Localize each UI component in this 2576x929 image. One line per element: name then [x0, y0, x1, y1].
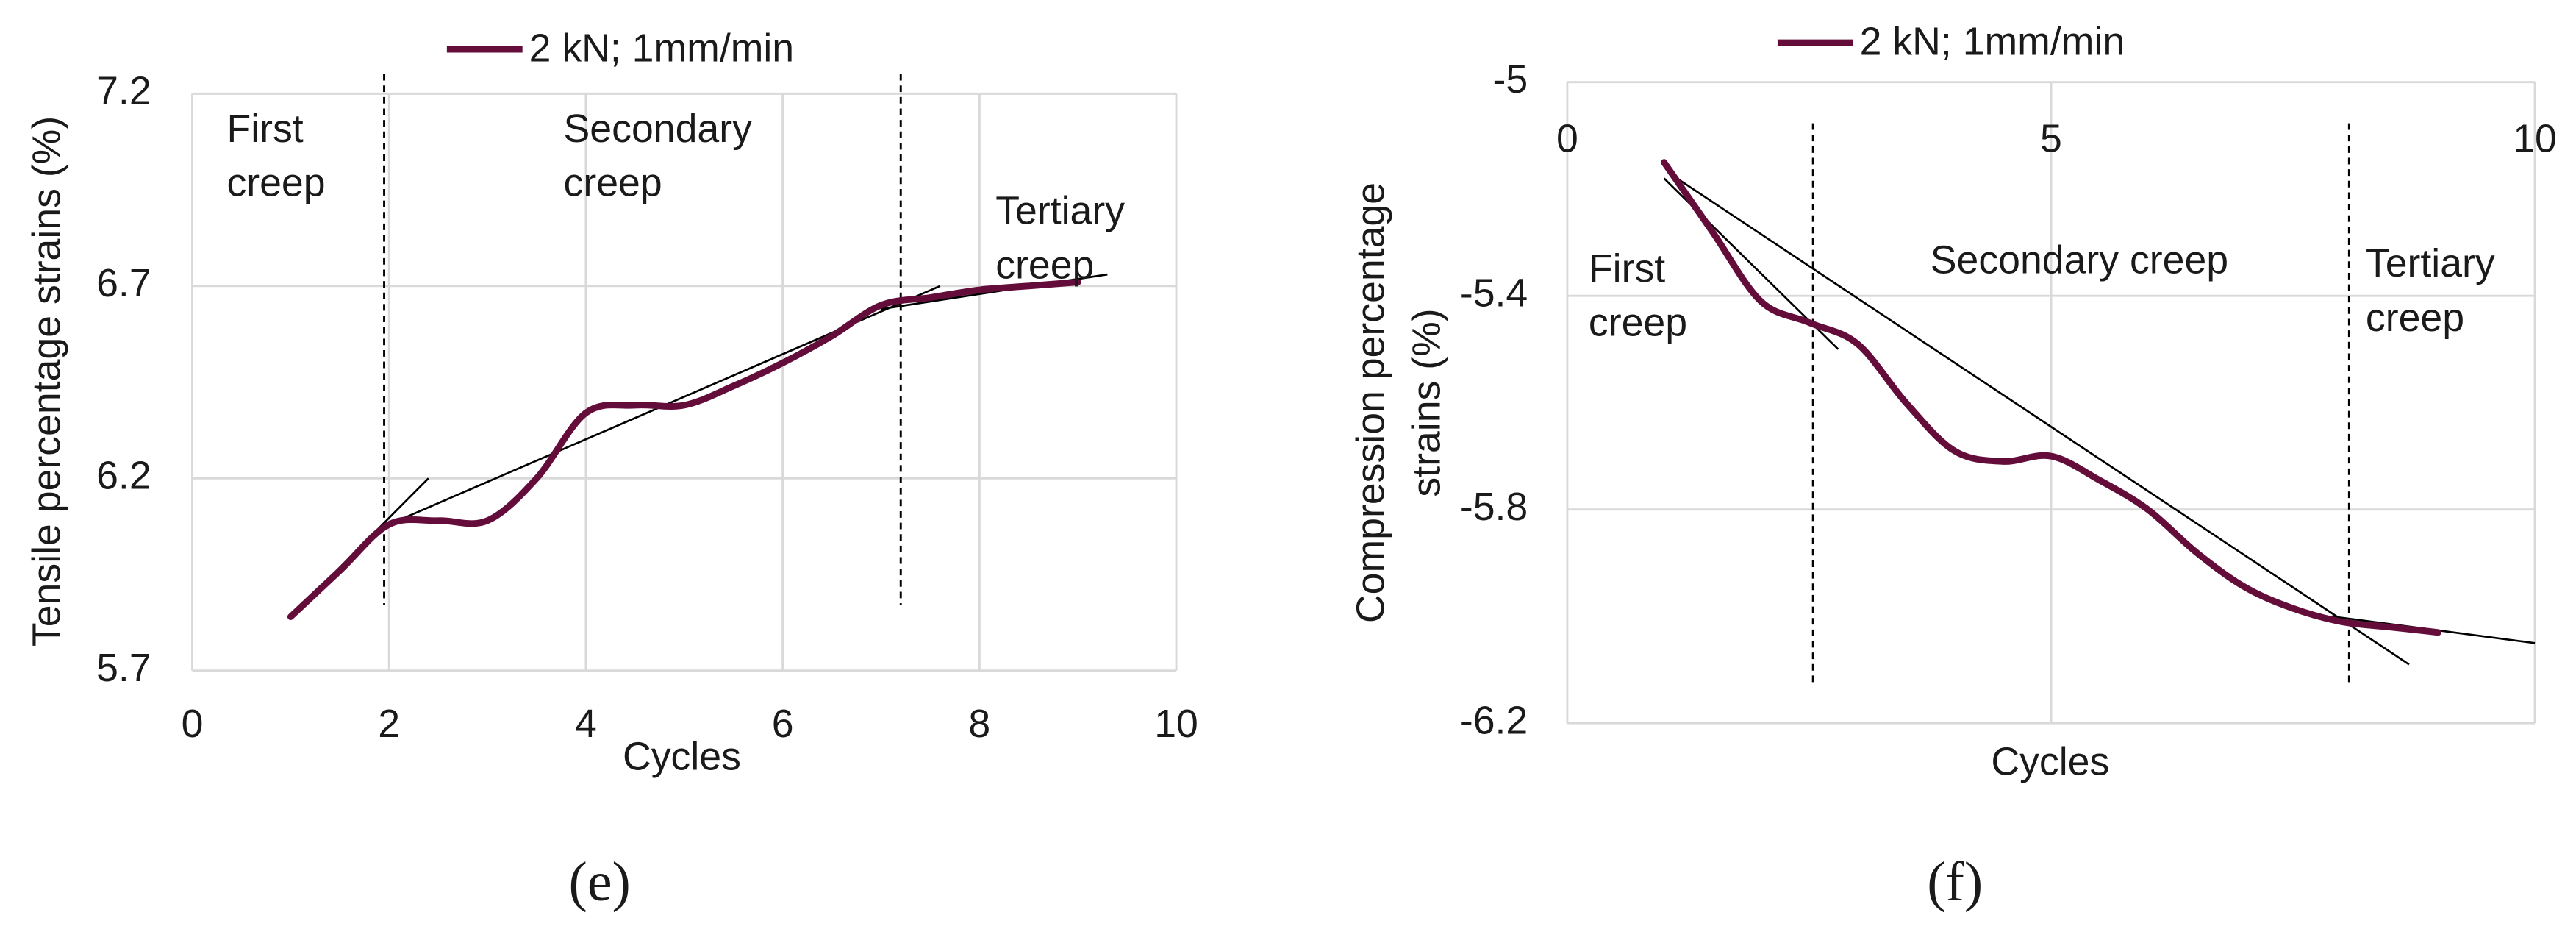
annotation: creep — [1589, 301, 1687, 345]
panel-label: (f) — [1927, 851, 1983, 913]
x-tick-label: 10 — [1154, 702, 1198, 746]
panel-label: (e) — [569, 851, 631, 913]
y-axis-label: Compression percentage — [1348, 182, 1392, 623]
annotation: Tertiary — [2366, 241, 2495, 285]
annotation: creep — [564, 161, 662, 205]
annotation: Secondary — [564, 107, 753, 151]
chart-panel: -5 -5.4 -5.8 -6.2 0 5 10 Cycles Compression perc… — [1348, 20, 2557, 914]
y-tick-label: 6.2 — [96, 453, 151, 497]
series-line — [1661, 159, 2441, 636]
y-tick-label: -5.8 — [1460, 485, 1528, 529]
annotation: Tertiary — [995, 189, 1125, 233]
y-tick-label: -5 — [1493, 57, 1528, 102]
y-tick-label: 6.7 — [96, 261, 151, 305]
y-tick-label: 7.2 — [96, 69, 151, 113]
annotation: First — [226, 107, 303, 151]
y-tick-label: -6.2 — [1460, 698, 1528, 742]
annotation: Secondary creep — [1931, 238, 2228, 282]
annotation: creep — [2366, 296, 2464, 340]
x-tick-label: 5 — [2040, 116, 2062, 160]
y-tick-label: -5.4 — [1460, 271, 1528, 315]
legend-label: 2 kN; 1mm/min — [529, 26, 795, 70]
x-axis-label: Cycles — [623, 735, 741, 779]
x-tick-label: 0 — [1556, 116, 1578, 160]
y-axis-label: Tensile percentage strains (%) — [24, 116, 68, 647]
chart-panel: 5.7 6.2 6.7 7.2 0 2 4 6 8 10 Cycles Tensile percent… — [24, 26, 1198, 913]
legend-label: 2 kN; 1mm/min — [1860, 20, 2125, 64]
annotation: First — [1589, 246, 1665, 291]
series-line — [287, 279, 1081, 620]
x-tick-label: 4 — [575, 702, 597, 746]
trend-line — [1668, 172, 2410, 666]
x-tick-label: 2 — [378, 702, 400, 746]
x-axis-label: Cycles — [1991, 739, 2109, 783]
x-tick-label: 6 — [772, 702, 794, 746]
x-tick-label: 8 — [968, 702, 990, 746]
y-tick-label: 5.7 — [96, 646, 151, 690]
annotation: creep — [995, 243, 1094, 287]
x-tick-label: 0 — [182, 702, 204, 746]
x-tick-label: 10 — [2513, 116, 2557, 160]
annotation: creep — [226, 161, 325, 205]
y-axis-label: strains (%) — [1404, 308, 1448, 496]
